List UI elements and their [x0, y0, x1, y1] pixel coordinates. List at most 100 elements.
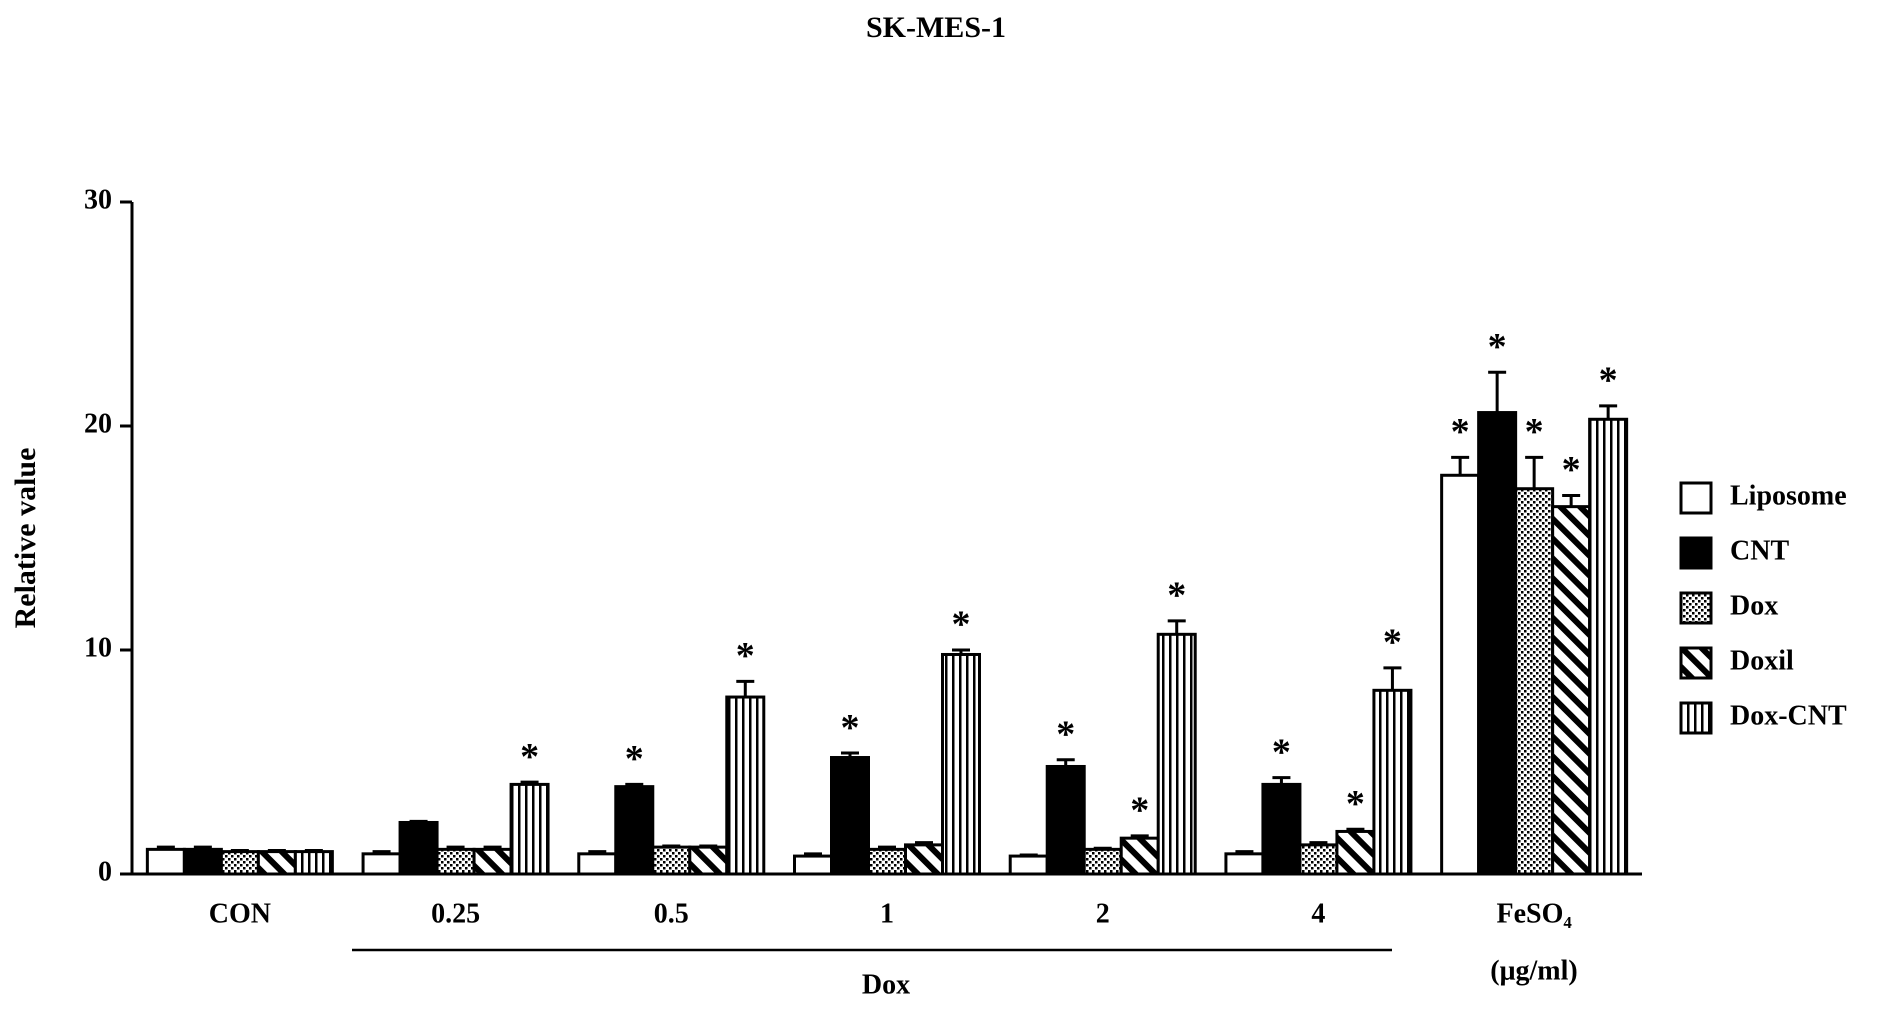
significance-mark: *: [625, 738, 644, 780]
significance-mark: *: [1451, 411, 1470, 453]
significance-mark: *: [1130, 790, 1149, 832]
error-bar: [193, 845, 212, 850]
error-bar: [1235, 850, 1254, 854]
error-bar: [446, 845, 465, 850]
bar: [1298, 843, 1339, 876]
bar: [1514, 487, 1555, 876]
error-bar: [952, 648, 970, 655]
significance-mark: *: [1167, 575, 1186, 617]
error-bar: [625, 782, 644, 787]
bar: [219, 850, 260, 876]
bar: [361, 852, 402, 876]
bar: [1008, 854, 1049, 876]
bar: [256, 850, 297, 876]
y-tick-label: 0: [98, 856, 112, 887]
error-bar: [483, 845, 502, 850]
bar: [867, 847, 907, 876]
legend-label: CNT: [1730, 535, 1789, 566]
error-bar: [304, 848, 323, 852]
bar: [1372, 688, 1413, 876]
bar: [830, 756, 870, 876]
significance-mark: *: [736, 635, 755, 677]
error-bar: [662, 844, 681, 848]
legend-swatch: [1679, 701, 1713, 735]
bar: [293, 850, 334, 876]
bar: [614, 785, 655, 876]
x-tick-label: CON: [209, 898, 271, 929]
bar: [941, 652, 981, 876]
group-label: Dox: [862, 969, 910, 1000]
legend-swatch: [1679, 536, 1713, 570]
x-tick-label: 1: [880, 898, 894, 929]
x-tick-label: 0.5: [654, 898, 689, 929]
significance-mark: *: [1488, 326, 1507, 368]
bar: [145, 847, 186, 876]
error-bar: [1525, 455, 1544, 489]
error-bar: [878, 845, 896, 850]
significance-mark: *: [841, 707, 860, 749]
significance-mark: *: [1383, 622, 1402, 664]
error-bar: [1599, 404, 1618, 420]
bar: [1156, 632, 1197, 876]
error-bar: [804, 852, 822, 857]
error-bar: [1309, 841, 1328, 845]
significance-mark: *: [520, 736, 539, 778]
significance-mark: *: [1272, 731, 1291, 773]
y-axis-label: Relative value: [9, 448, 42, 629]
bar: [1261, 782, 1302, 876]
chart-title: SK-MES-1: [866, 11, 1006, 44]
legend-label: Dox-CNT: [1730, 700, 1847, 731]
significance-mark: *: [1346, 783, 1365, 825]
x-tick-label: 2: [1096, 898, 1110, 929]
x-tick-label: 4: [1311, 898, 1325, 929]
error-bar: [1019, 853, 1038, 857]
bar: [1335, 829, 1376, 876]
bar: [509, 782, 550, 876]
y-tick-label: 10: [84, 632, 112, 663]
bar: [577, 852, 618, 876]
error-bar: [915, 841, 933, 845]
bar: [651, 845, 692, 876]
bar: [435, 847, 476, 876]
error-bar: [1093, 846, 1112, 850]
error-bar: [267, 848, 286, 852]
bar: [793, 854, 833, 876]
significance-mark: *: [1562, 449, 1581, 491]
x-tick-label: 0.25: [431, 898, 480, 929]
error-bar: [841, 751, 859, 758]
bar: [1440, 473, 1481, 876]
error-bar: [588, 850, 607, 854]
legend-label: Dox: [1730, 590, 1778, 621]
legend-swatch: [1679, 591, 1713, 625]
significance-mark: *: [1525, 411, 1544, 453]
error-bar: [1451, 455, 1470, 476]
bar: [398, 820, 439, 876]
error-bar: [1130, 834, 1149, 839]
y-tick-label: 30: [84, 184, 112, 215]
error-bar: [1056, 758, 1075, 767]
bar: [1224, 852, 1265, 876]
error-bar: [230, 848, 249, 852]
legend-swatch: [1679, 481, 1713, 515]
bar: [1588, 417, 1629, 876]
bar: [1082, 847, 1123, 876]
significance-mark: *: [1599, 360, 1618, 402]
error-bar: [156, 845, 175, 850]
bar: [472, 847, 513, 876]
bar: [1551, 505, 1592, 876]
bar: [1045, 764, 1086, 876]
legend-swatch: [1679, 646, 1713, 680]
error-bar: [1346, 827, 1365, 832]
legend-label: Doxil: [1730, 645, 1794, 676]
error-bar: [1272, 776, 1291, 785]
x-tick-label: FeSO₄: [1497, 898, 1573, 929]
error-bar: [409, 819, 428, 823]
significance-mark: *: [952, 604, 971, 646]
bar: [904, 843, 944, 876]
error-bar: [1488, 370, 1507, 413]
legend-label: Liposome: [1730, 480, 1847, 511]
error-bar: [372, 850, 391, 854]
error-bar: [1562, 493, 1581, 507]
bar: [725, 695, 766, 876]
